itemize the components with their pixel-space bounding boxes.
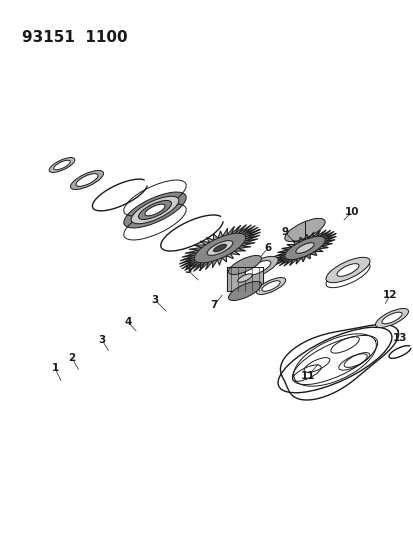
Ellipse shape xyxy=(228,281,261,301)
Ellipse shape xyxy=(244,261,270,276)
Ellipse shape xyxy=(295,243,313,253)
Ellipse shape xyxy=(138,200,171,220)
Ellipse shape xyxy=(49,158,75,172)
Text: 1: 1 xyxy=(51,363,59,373)
Ellipse shape xyxy=(284,219,325,241)
Text: 7: 7 xyxy=(210,300,217,310)
Text: 3: 3 xyxy=(151,295,158,305)
Ellipse shape xyxy=(131,196,178,224)
Ellipse shape xyxy=(336,264,358,276)
Ellipse shape xyxy=(54,160,70,169)
Polygon shape xyxy=(273,230,335,266)
Ellipse shape xyxy=(123,192,186,228)
Ellipse shape xyxy=(228,255,261,274)
Ellipse shape xyxy=(194,233,245,263)
Ellipse shape xyxy=(375,309,408,327)
Ellipse shape xyxy=(256,278,285,294)
Text: 3: 3 xyxy=(98,335,105,345)
Text: 13: 13 xyxy=(392,333,406,343)
Ellipse shape xyxy=(76,174,98,187)
Ellipse shape xyxy=(70,171,103,190)
Text: 12: 12 xyxy=(382,290,396,300)
Polygon shape xyxy=(226,267,262,291)
Ellipse shape xyxy=(213,244,226,252)
Ellipse shape xyxy=(145,204,165,216)
Text: 2: 2 xyxy=(68,353,76,363)
Polygon shape xyxy=(179,225,260,271)
Ellipse shape xyxy=(261,281,280,291)
Text: 6: 6 xyxy=(264,243,271,253)
Ellipse shape xyxy=(381,312,401,324)
Text: 11: 11 xyxy=(300,371,314,381)
Text: 5: 5 xyxy=(184,265,191,275)
Ellipse shape xyxy=(206,240,232,255)
Ellipse shape xyxy=(237,256,278,280)
Text: 9: 9 xyxy=(281,227,288,237)
Text: 93151  1100: 93151 1100 xyxy=(22,30,127,45)
Ellipse shape xyxy=(325,257,369,282)
Ellipse shape xyxy=(237,274,252,282)
Text: 10: 10 xyxy=(344,207,358,217)
Text: 4: 4 xyxy=(124,317,131,327)
Ellipse shape xyxy=(284,236,325,260)
